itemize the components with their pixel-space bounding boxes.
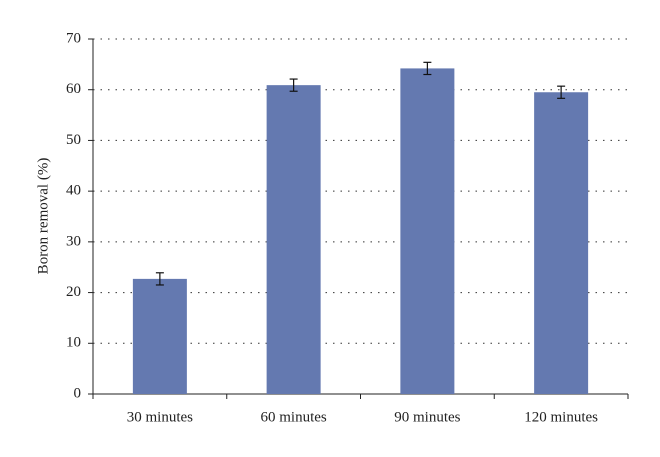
y-tick-label: 70 (66, 30, 81, 46)
x-tick-label: 60 minutes (261, 409, 327, 425)
y-tick-label: 50 (66, 132, 81, 148)
bar (132, 278, 187, 394)
y-tick-label: 60 (66, 81, 81, 97)
x-tick-label: 30 minutes (127, 409, 193, 425)
y-tick-label: 40 (66, 183, 81, 199)
y-axis-title: Boron removal (%) (35, 158, 51, 275)
y-tick-label: 30 (66, 233, 81, 249)
y-tick-label: 20 (66, 284, 81, 300)
y-tick-label: 0 (74, 385, 82, 401)
bar (534, 92, 589, 394)
bar (266, 85, 321, 395)
x-tick-label: 90 minutes (394, 409, 460, 425)
x-tick-label: 120 minutes (524, 409, 598, 425)
y-tick-label: 10 (66, 335, 81, 351)
bar (400, 68, 455, 395)
